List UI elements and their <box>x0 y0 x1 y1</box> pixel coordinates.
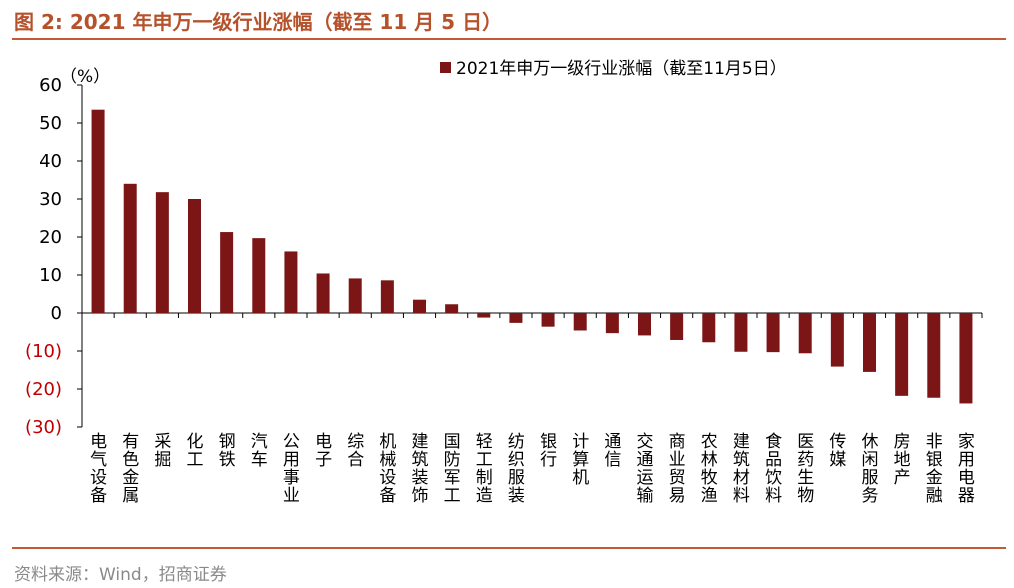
bar-13 <box>477 313 491 318</box>
y-tick-label: 60 <box>39 75 62 96</box>
category-label: 建筑装饰 <box>412 432 429 506</box>
y-tick-label: (30) <box>25 417 62 438</box>
legend-swatch <box>440 62 451 73</box>
bar-24 <box>830 313 844 367</box>
bar-17 <box>605 313 619 334</box>
bar-20 <box>702 313 716 343</box>
bar-5 <box>220 232 234 313</box>
bar-23 <box>798 313 812 354</box>
category-label: 交通运输 <box>637 432 654 506</box>
category-label: 电子 <box>315 432 332 470</box>
source-note: 资料来源：Wind，招商证券 <box>14 565 227 585</box>
bar-12 <box>445 304 459 313</box>
category-label: 国防军工 <box>444 432 461 506</box>
bar-2 <box>123 183 137 313</box>
bar-10 <box>380 280 394 313</box>
category-label: 化工 <box>187 432 204 470</box>
category-label: 食品饮料 <box>765 432 782 506</box>
bar-22 <box>766 313 780 353</box>
category-label: 非银金融 <box>926 432 943 506</box>
bar-21 <box>734 313 748 352</box>
category-label: 休闲服务 <box>862 432 879 506</box>
category-label: 电气设备 <box>90 432 107 506</box>
labels-layer: 电气设备有色金属采掘化工钢铁汽车公用事业电子综合机械设备建筑装饰国防军工轻工制造… <box>90 432 975 506</box>
bars-layer <box>91 109 973 404</box>
bar-chart: 60 50 40 30 20 10 0 (10) (20) (30) 电气设备有色金属采掘化工钢铁… <box>25 59 983 506</box>
legend: 2021年申万一级行业涨幅（截至11月5日） <box>440 59 787 79</box>
y-tick-label: 50 <box>39 113 62 134</box>
bar-7 <box>284 251 298 313</box>
bar-3 <box>155 192 169 313</box>
legend-label: 2021年申万一级行业涨幅（截至11月5日） <box>456 59 787 79</box>
category-label: 房地产 <box>894 432 911 488</box>
bar-28 <box>959 313 973 404</box>
category-label: 公用事业 <box>283 432 300 506</box>
category-label: 商业贸易 <box>669 432 686 506</box>
bar-15 <box>541 313 555 327</box>
bar-8 <box>316 273 330 313</box>
bar-9 <box>348 278 362 313</box>
bar-1 <box>91 109 105 313</box>
bar-14 <box>509 313 523 323</box>
category-label: 采掘 <box>154 432 171 470</box>
footer-rule <box>12 547 1006 549</box>
category-label: 通信 <box>604 432 621 470</box>
bar-19 <box>670 313 684 340</box>
bar-25 <box>863 313 876 372</box>
category-label: 银行 <box>540 432 557 470</box>
category-label: 农林牧渔 <box>701 432 718 506</box>
y-tick-label: 40 <box>39 151 62 172</box>
y-tick-label: 30 <box>39 189 62 210</box>
y-tick-label: 20 <box>39 227 62 248</box>
category-label: 汽车 <box>251 432 268 470</box>
category-label: 建筑材料 <box>733 432 750 506</box>
title-rule <box>12 38 1006 40</box>
axis-layer: 60 50 40 30 20 10 0 (10) (20) (30) <box>25 75 983 438</box>
y-tick-label: 0 <box>51 303 62 324</box>
y-tick-label: 10 <box>39 265 62 286</box>
category-label: 综合 <box>347 432 364 470</box>
figure-title: 图 2: 2021 年申万一级行业涨幅（截至 11 月 5 日） <box>14 10 503 34</box>
bar-4 <box>188 199 201 313</box>
bar-26 <box>895 313 909 396</box>
bar-16 <box>573 313 587 331</box>
category-label: 传媒 <box>829 432 846 470</box>
category-label: 有色金属 <box>122 432 139 506</box>
category-label: 机械设备 <box>379 432 396 506</box>
category-label: 计算机 <box>572 432 589 488</box>
category-label: 钢铁 <box>219 432 236 470</box>
bar-27 <box>927 313 941 398</box>
category-label: 家用电器 <box>958 432 975 506</box>
bar-11 <box>413 299 426 313</box>
y-unit-label: （%） <box>60 67 110 87</box>
category-label: 医药生物 <box>797 432 814 506</box>
bar-18 <box>638 313 651 336</box>
category-label: 纺织服装 <box>508 432 525 506</box>
y-tick-label: (10) <box>25 341 62 362</box>
y-tick-label: (20) <box>25 379 62 400</box>
category-label: 轻工制造 <box>476 432 493 506</box>
bar-6 <box>252 238 266 313</box>
